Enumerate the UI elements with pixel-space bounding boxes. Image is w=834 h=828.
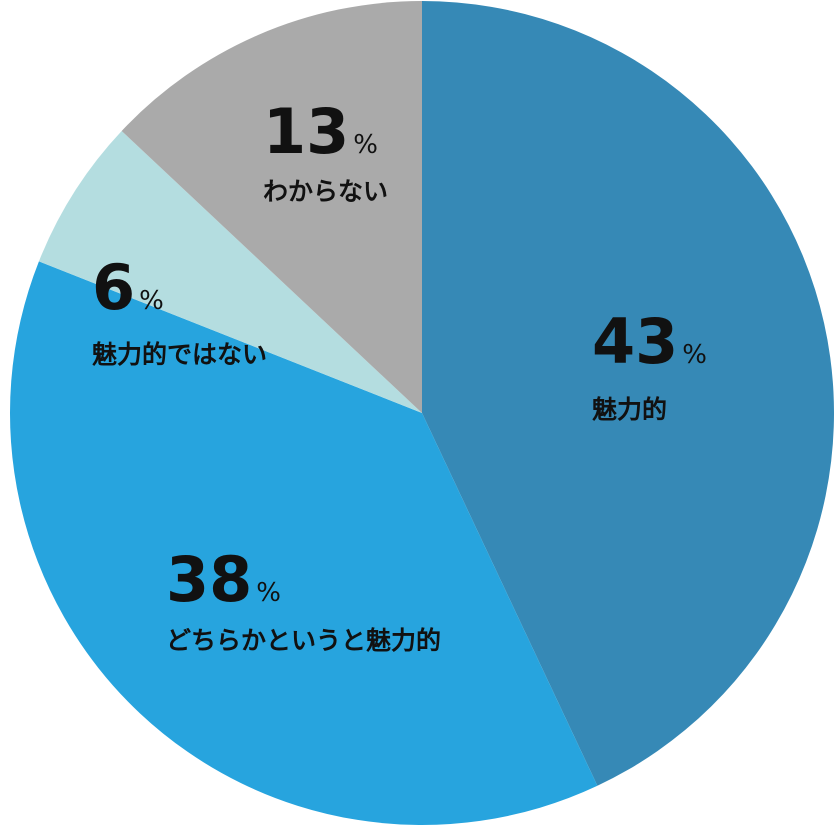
pie-slice-3 [38, 130, 423, 413]
slice-category-label: 魅力的 [592, 395, 667, 424]
pie-slice-1 [422, 1, 834, 786]
pie-labels: 43 % 魅力的 38 % どちらかというと魅力的 6 % 魅力的ではない 13 % わからない [92, 95, 707, 655]
slice-category-label: 魅力的ではない [92, 340, 267, 369]
slice-value-label: 6% [92, 251, 164, 324]
pie-slice-4 [121, 1, 422, 413]
slice-category-label: どちらかというと魅力的 [166, 626, 441, 655]
slice-value-label: 38% [166, 543, 281, 616]
slice-category-label: わからない [263, 177, 388, 206]
pie-slice-2 [9, 261, 598, 826]
pie-slices [9, 1, 834, 826]
slice-value-label: 13% [263, 95, 378, 168]
slice-value-label: 43% [592, 305, 707, 378]
